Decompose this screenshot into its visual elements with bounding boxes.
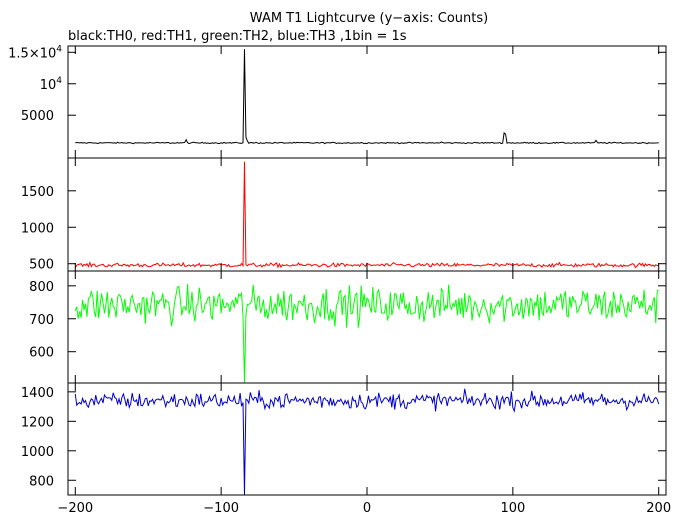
panel-2: 600 700 800 [29,270,667,384]
chart-title: WAM T1 Lightcurve (y−axis: Counts) [250,11,488,26]
y-tick-label-0-0: 5000 [21,109,54,124]
x-tick-label-3: 100 [500,501,525,515]
x-tick-label-2: 0 [363,501,371,515]
y-tick-label-2-2: 800 [29,280,54,295]
y-tick-label-2-1: 700 [29,313,54,328]
series-line-1 [74,161,659,269]
y-tick-label-3-2: 1200 [21,415,54,430]
series-line-2 [74,284,659,383]
x-tick-label-1: −100 [203,501,239,515]
y-tick-label-3-1: 1000 [21,445,54,460]
y-tick-label-2-0: 600 [29,346,54,361]
panel-0: 5000 104 1.5×104 [8,44,667,159]
y-tick-label-0-1: 104 [40,76,63,93]
panel-frame-0 [67,45,667,159]
x-tick-label-0: −200 [57,501,93,515]
panel-frame-1 [67,157,667,272]
panel-frame-2 [67,270,667,384]
chart-subtitle: black:TH0, red:TH1, green:TH2, blue:TH3 … [68,29,407,44]
x-axis: −200 −100 0 100 200 [57,501,671,515]
panels-layer: 5000 104 1.5×104 500 1000 1500 600 700 800 800 100… [8,44,667,496]
series-line-0 [75,49,659,145]
y-tick-label-0-2: 1.5×104 [8,44,62,61]
panel-frame-3 [67,382,667,496]
y-tick-label-3-3: 1400 [21,386,54,401]
panel-1: 500 1000 1500 [21,157,667,273]
y-tick-label-1-1: 1000 [21,221,54,236]
panel-3: 800 1000 1200 1400 [21,382,667,496]
x-tick-label-4: 200 [646,501,671,515]
series-line-3 [74,388,660,495]
y-tick-label-1-0: 500 [29,258,54,273]
y-tick-label-1-2: 1500 [21,185,54,200]
y-tick-label-3-0: 800 [29,474,54,489]
